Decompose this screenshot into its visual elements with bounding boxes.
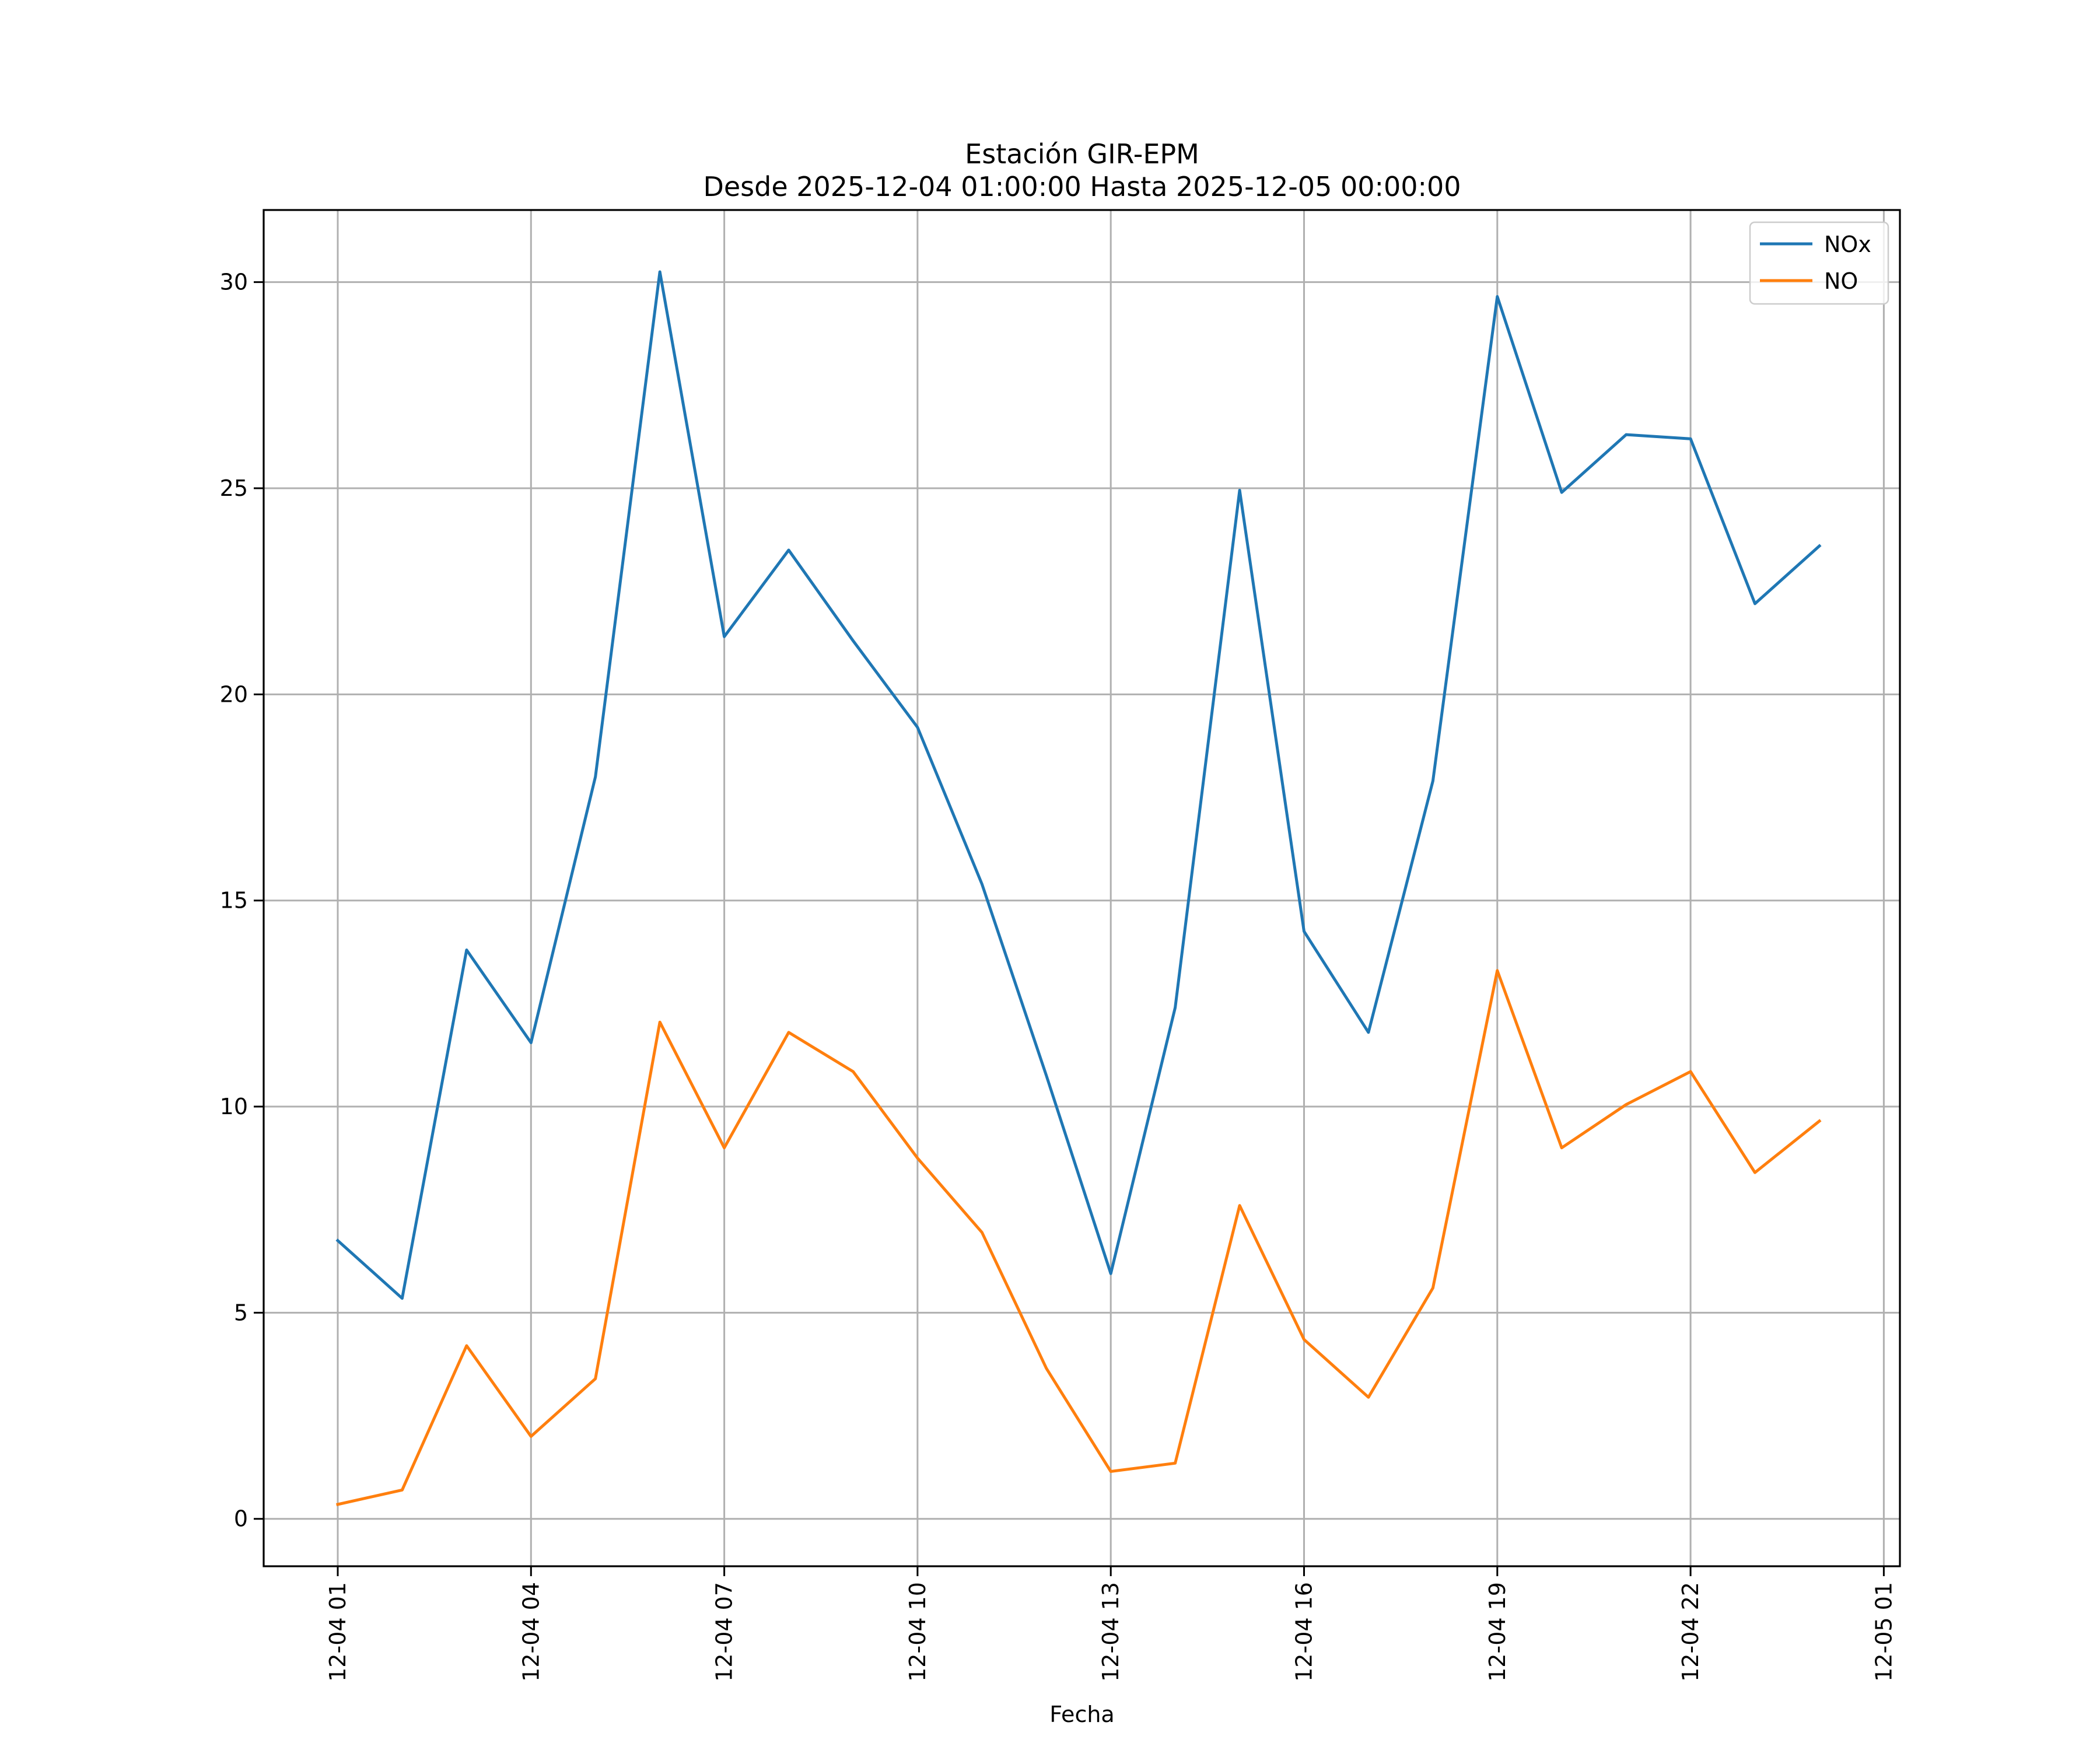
- x-tick-label: 12-04 07: [712, 1582, 737, 1682]
- y-tick-label: 15: [220, 888, 248, 914]
- y-tick-label: 5: [234, 1300, 248, 1325]
- chart-subtitle: Desde 2025-12-04 01:00:00 Hasta 2025-12-…: [703, 171, 1461, 202]
- chart-title: Estación GIR-EPM: [965, 138, 1199, 170]
- grid-lines: [264, 210, 1900, 1566]
- x-tick-label: 12-05 01: [1871, 1582, 1896, 1682]
- x-axis-label: Fecha: [1049, 1702, 1114, 1727]
- x-tick-label: 12-04 19: [1485, 1582, 1510, 1682]
- series-line-no: [336, 969, 1822, 1506]
- x-tick-label: 12-04 10: [905, 1582, 930, 1682]
- legend-label-no: NO: [1824, 268, 1858, 294]
- legend-label-nox: NOx: [1824, 232, 1871, 257]
- y-tick-label: 10: [220, 1094, 248, 1119]
- y-tick-label: 25: [220, 475, 248, 501]
- x-tick-label: 12-04 01: [325, 1582, 351, 1682]
- axis-ticks: 12-04 01 12-04 04 12-04 07 12-04 10 12-04 13…: [220, 270, 1897, 1682]
- y-tick-label: 20: [220, 681, 248, 707]
- x-tick-label: 12-04 22: [1678, 1582, 1703, 1682]
- legend: NOx NO: [1749, 221, 1889, 305]
- series-lines: [335, 270, 1822, 1506]
- y-tick-label: 30: [220, 270, 248, 295]
- y-tick-label: 0: [234, 1506, 248, 1532]
- plot-area: [264, 210, 1900, 1566]
- plot-frame: [262, 209, 1901, 1567]
- x-tick-label: 12-04 13: [1098, 1582, 1124, 1682]
- x-tick-label: 12-04 16: [1291, 1582, 1317, 1682]
- x-tick-label: 12-04 04: [518, 1582, 544, 1682]
- series-line-nox: [335, 270, 1822, 1300]
